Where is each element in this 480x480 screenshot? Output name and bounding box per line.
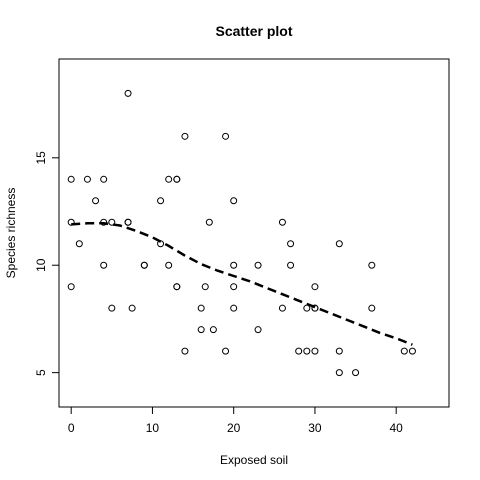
data-point [108, 218, 116, 226]
data-point [181, 347, 189, 355]
data-point [335, 240, 343, 248]
data-point [311, 283, 319, 291]
x-tick-label: 30 [308, 421, 322, 435]
data-point [278, 218, 286, 226]
x-axis-label: Exposed soil [220, 453, 288, 467]
chart-title: Scatter plot [215, 23, 292, 39]
data-point [157, 197, 165, 205]
data-point [222, 132, 230, 140]
data-point [181, 132, 189, 140]
data-point [278, 304, 286, 312]
data-point [254, 326, 262, 334]
y-axis: 5 10 15 [34, 151, 59, 376]
data-point [165, 261, 173, 269]
data-point [173, 175, 181, 183]
plot-frame [58, 58, 450, 408]
data-point [222, 347, 230, 355]
data-point [287, 240, 295, 248]
data-point [295, 347, 303, 355]
data-point [254, 261, 262, 269]
data-point [201, 283, 209, 291]
data-point [408, 347, 416, 355]
data-point [92, 197, 100, 205]
x-tick-label: 20 [227, 421, 241, 435]
data-point [209, 326, 217, 334]
smooth-trend-line [71, 222, 413, 346]
data-point [230, 283, 238, 291]
data-point [128, 304, 136, 312]
data-point [124, 218, 132, 226]
y-tick-label: 15 [34, 151, 48, 165]
data-point [311, 347, 319, 355]
x-axis: 0 10 20 30 40 [68, 407, 403, 435]
data-point [230, 261, 238, 269]
data-point [140, 261, 148, 269]
x-tick-label: 0 [68, 421, 75, 435]
data-point [67, 283, 75, 291]
y-tick-label: 5 [34, 369, 48, 376]
data-point [165, 175, 173, 183]
data-point [100, 175, 108, 183]
data-point [197, 304, 205, 312]
data-point [287, 261, 295, 269]
x-tick-label: 40 [390, 421, 404, 435]
data-point [197, 326, 205, 334]
data-point [67, 175, 75, 183]
data-point [67, 218, 75, 226]
data-point [108, 304, 116, 312]
data-point [335, 369, 343, 377]
data-point [173, 283, 181, 291]
data-point [400, 347, 408, 355]
data-point [83, 175, 91, 183]
data-point [230, 197, 238, 205]
y-axis-label: Species richness [4, 188, 18, 279]
data-point [303, 304, 311, 312]
data-point [368, 304, 376, 312]
data-point [335, 347, 343, 355]
data-point [75, 240, 83, 248]
data-point [352, 369, 360, 377]
data-point [205, 218, 213, 226]
y-tick-label: 10 [34, 258, 48, 272]
data-points [67, 89, 416, 377]
data-point [230, 304, 238, 312]
data-point [368, 261, 376, 269]
x-tick-label: 10 [146, 421, 160, 435]
data-point [124, 89, 132, 97]
data-point [303, 347, 311, 355]
data-point [100, 261, 108, 269]
data-point [311, 304, 319, 312]
